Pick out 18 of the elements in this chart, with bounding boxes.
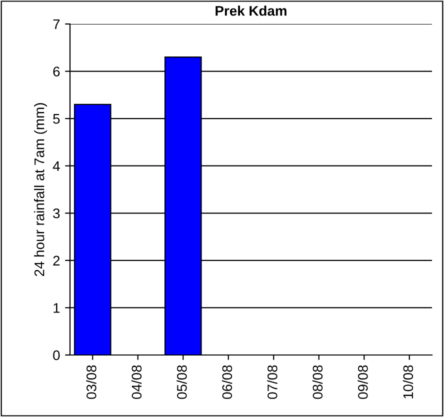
y-tick-label: 4 (52, 161, 60, 171)
y-axis-title: 24 hour rainfall at 7am (mm) (34, 103, 47, 276)
x-tick-label: 07/08 (267, 365, 278, 399)
y-tick-label: 3 (53, 208, 60, 218)
x-tick-label: 08/08 (312, 365, 323, 399)
x-tick-label: 09/08 (358, 365, 368, 399)
y-tick-label: 1 (54, 303, 60, 313)
x-tick-label: 05/08 (176, 365, 187, 399)
x-tick-label: 04/08 (131, 365, 142, 399)
y-tick-label: 0 (53, 350, 60, 360)
y-tick-label: 7 (53, 19, 60, 30)
y-tick-label: 6 (53, 66, 60, 76)
x-tick-label: 03/08 (86, 365, 96, 399)
x-tick-label: 10/08 (402, 365, 414, 398)
y-tick-label: 2 (53, 256, 60, 266)
x-tick-label: 06/08 (222, 365, 232, 399)
chart-title: Prek Kdam (216, 6, 286, 16)
y-tick-label: 5 (53, 114, 60, 124)
